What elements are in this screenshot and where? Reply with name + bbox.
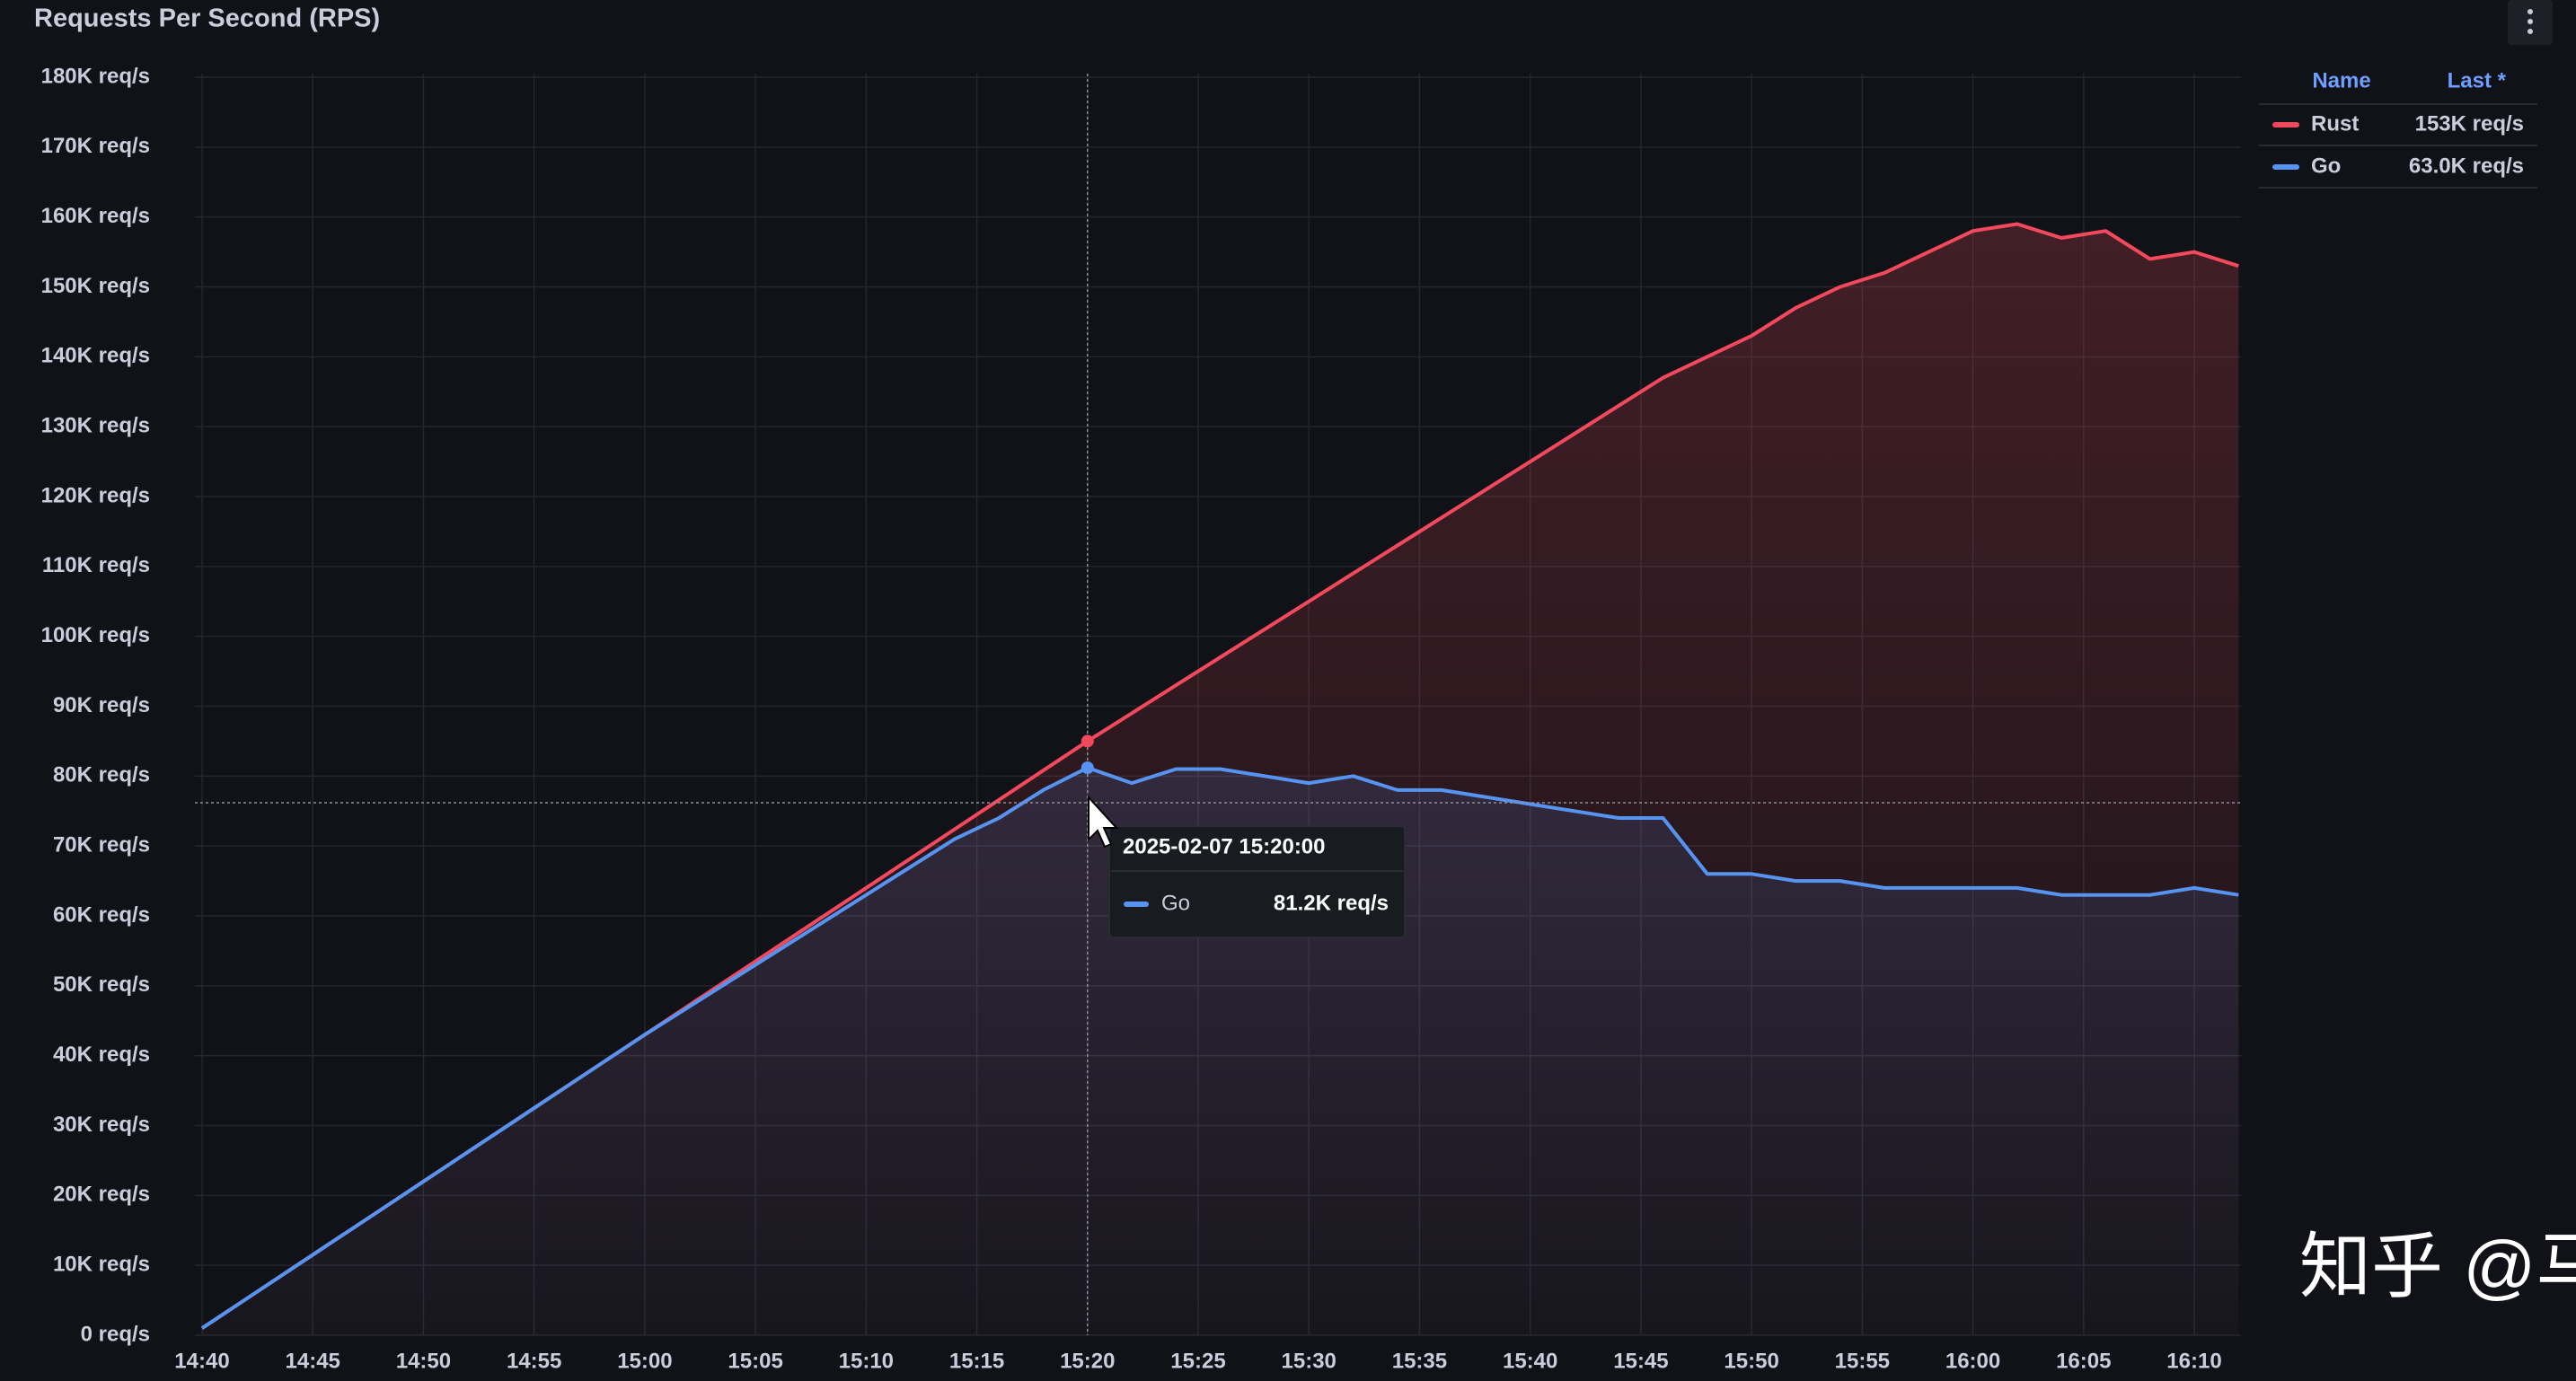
x-tick-label: 15:25 bbox=[1170, 1349, 1225, 1373]
menu-dot bbox=[2527, 29, 2533, 34]
x-tick-label: 16:05 bbox=[2056, 1349, 2111, 1373]
menu-dot bbox=[2527, 9, 2533, 14]
y-tick-label: 70K req/s bbox=[53, 833, 150, 858]
mouse-cursor bbox=[1088, 795, 1119, 849]
y-tick-label: 90K req/s bbox=[53, 693, 150, 717]
x-tick-label: 15:55 bbox=[1835, 1349, 1890, 1373]
x-tick-label: 14:55 bbox=[507, 1349, 561, 1373]
tooltip: 2025-02-07 15:20:00 Go 81.2K req/s bbox=[195, 74, 2241, 1335]
y-tick-label: 180K req/s bbox=[41, 64, 150, 88]
panel-menu[interactable] bbox=[2508, 0, 2553, 45]
y-tick-label: 160K req/s bbox=[41, 204, 150, 228]
tooltip-series: Go bbox=[1161, 891, 1190, 915]
legend-header[interactable]: Last * bbox=[2448, 68, 2507, 92]
y-tick-label: 30K req/s bbox=[53, 1113, 150, 1137]
x-tick-label: 15:15 bbox=[949, 1349, 1004, 1373]
x-tick-label: 14:40 bbox=[174, 1349, 229, 1373]
x-tick-label: 15:05 bbox=[728, 1349, 782, 1373]
x-tick-label: 14:45 bbox=[286, 1349, 340, 1373]
lines bbox=[200, 222, 2239, 1330]
x-tick-label: 15:50 bbox=[1724, 1349, 1778, 1373]
x-tick-label: 15:45 bbox=[1613, 1349, 1668, 1373]
y-tick-label: 60K req/s bbox=[53, 902, 150, 927]
y-tick-label: 110K req/s bbox=[42, 553, 150, 577]
watermark: 知乎 @马甲 bbox=[2299, 1227, 2576, 1306]
legend-label[interactable]: Go bbox=[2311, 154, 2341, 178]
areas bbox=[202, 224, 2239, 1335]
y-tick-label: 0 req/s bbox=[81, 1322, 150, 1346]
area-fill bbox=[202, 768, 2239, 1335]
axes: 0 req/s 10K req/s 20K req/s 30K req/s 40K re… bbox=[41, 64, 2222, 1373]
x-tick-label: 15:30 bbox=[1282, 1349, 1337, 1373]
y-tick-label: 100K req/s bbox=[41, 623, 150, 647]
x-tick-label: 16:10 bbox=[2166, 1349, 2221, 1373]
y-tick-label: 20K req/s bbox=[53, 1183, 150, 1207]
y-tick-label: 50K req/s bbox=[53, 972, 150, 997]
tooltip-swatch bbox=[1124, 902, 1149, 907]
legend-value: 153K req/s bbox=[2415, 111, 2524, 136]
x-tick-label: 15:35 bbox=[1392, 1349, 1447, 1373]
legend-header[interactable]: Name bbox=[2312, 68, 2370, 92]
menu-dot bbox=[2527, 19, 2533, 24]
hover-point bbox=[1081, 734, 1094, 748]
y-tick-label: 140K req/s bbox=[41, 344, 150, 368]
legend: Name Last * Rust 153K req/s Go 63.0K req/s bbox=[2259, 68, 2537, 189]
x-tick-label: 15:20 bbox=[1060, 1349, 1115, 1373]
y-tick-label: 130K req/s bbox=[41, 414, 150, 438]
x-tick-label: 15:00 bbox=[617, 1349, 672, 1373]
legend-swatch bbox=[2272, 164, 2299, 170]
tooltip-time: 2025-02-07 15:20:00 bbox=[1123, 834, 1326, 858]
legend-label[interactable]: Rust bbox=[2311, 111, 2359, 136]
legend-value: 63.0K req/s bbox=[2409, 154, 2524, 178]
tooltip-value: 81.2K req/s bbox=[1274, 891, 1389, 915]
x-tick-label: 15:40 bbox=[1503, 1349, 1557, 1373]
y-tick-label: 170K req/s bbox=[41, 134, 150, 158]
legend-swatch bbox=[2272, 122, 2299, 128]
x-tick-label: 14:50 bbox=[396, 1349, 451, 1373]
panel-title: Requests Per Second (RPS) bbox=[34, 4, 380, 33]
y-tick-label: 120K req/s bbox=[41, 483, 150, 507]
tooltip-box bbox=[1108, 825, 1406, 938]
series-line bbox=[200, 766, 2239, 1330]
x-tick-label: 16:00 bbox=[1945, 1349, 2000, 1373]
y-tick-label: 40K req/s bbox=[53, 1042, 150, 1067]
y-tick-label: 80K req/s bbox=[53, 763, 150, 787]
x-tick-label: 15:10 bbox=[839, 1349, 894, 1373]
y-tick-label: 150K req/s bbox=[41, 274, 150, 298]
hover-point bbox=[1081, 761, 1094, 774]
y-tick-label: 10K req/s bbox=[53, 1253, 150, 1277]
